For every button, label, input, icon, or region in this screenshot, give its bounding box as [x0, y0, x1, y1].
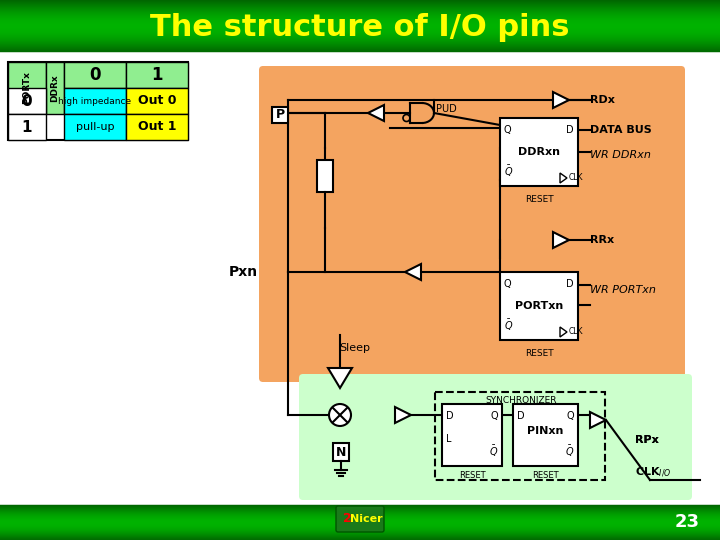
- Polygon shape: [590, 412, 606, 428]
- Text: 0: 0: [89, 66, 101, 84]
- Polygon shape: [368, 105, 384, 121]
- Text: 1: 1: [151, 66, 163, 84]
- Bar: [126, 88, 188, 114]
- Bar: [8, 62, 46, 114]
- FancyBboxPatch shape: [259, 66, 685, 382]
- Text: RESET: RESET: [532, 471, 559, 480]
- Text: PUD: PUD: [436, 104, 456, 114]
- Polygon shape: [328, 368, 352, 388]
- Text: RRx: RRx: [590, 235, 614, 245]
- Bar: [64, 88, 126, 114]
- Text: Q: Q: [490, 411, 498, 421]
- Text: Out 0: Out 0: [138, 94, 176, 107]
- Text: Sleep: Sleep: [340, 343, 371, 353]
- Text: D: D: [517, 411, 525, 421]
- Text: 23: 23: [675, 513, 700, 531]
- Text: DDRx: DDRx: [50, 74, 60, 102]
- Text: D: D: [567, 125, 574, 135]
- Text: RPx: RPx: [635, 435, 659, 445]
- Polygon shape: [405, 264, 421, 280]
- Text: $\bar{Q}$: $\bar{Q}$: [489, 444, 498, 459]
- FancyBboxPatch shape: [299, 374, 692, 500]
- Text: RESET: RESET: [525, 195, 553, 204]
- Text: Out 1: Out 1: [138, 120, 176, 133]
- Text: 0: 0: [22, 93, 32, 109]
- Bar: [8, 88, 46, 114]
- Text: 1: 1: [22, 119, 32, 134]
- Text: Pxn: Pxn: [229, 265, 258, 279]
- Bar: [64, 62, 126, 88]
- Text: pull-up: pull-up: [76, 122, 114, 132]
- Text: $\bar{Q}$: $\bar{Q}$: [564, 444, 574, 459]
- Bar: [126, 62, 188, 88]
- Polygon shape: [553, 92, 569, 108]
- Bar: [513, 404, 578, 466]
- Bar: [8, 114, 46, 140]
- Text: 2: 2: [343, 512, 352, 525]
- Bar: [8, 62, 188, 140]
- Bar: [46, 62, 64, 114]
- Text: P: P: [276, 109, 284, 122]
- FancyBboxPatch shape: [336, 506, 384, 532]
- Bar: [0, 52, 720, 505]
- Polygon shape: [553, 232, 569, 248]
- Text: L: L: [446, 434, 451, 444]
- Text: RESET: RESET: [459, 471, 485, 480]
- Text: PORTx: PORTx: [22, 72, 32, 104]
- Text: PORTxn: PORTxn: [515, 301, 563, 311]
- Text: The structure of I/O pins: The structure of I/O pins: [150, 12, 570, 42]
- Text: D: D: [446, 411, 454, 421]
- Text: SYNCHRONIZER: SYNCHRONIZER: [485, 396, 557, 405]
- Text: WR DDRxn: WR DDRxn: [590, 150, 651, 160]
- Text: Q: Q: [504, 279, 512, 289]
- Text: DATA BUS: DATA BUS: [590, 125, 652, 135]
- Text: $\bar{Q}$: $\bar{Q}$: [504, 164, 513, 179]
- Text: DDRxn: DDRxn: [518, 147, 560, 157]
- Text: $\bar{Q}$: $\bar{Q}$: [504, 318, 513, 333]
- Bar: [317, 160, 333, 192]
- Text: Q: Q: [567, 411, 574, 421]
- Text: WR PORTxn: WR PORTxn: [590, 285, 656, 295]
- Text: N: N: [336, 446, 346, 458]
- Bar: [333, 443, 349, 461]
- Text: PINxn: PINxn: [527, 426, 564, 436]
- Text: RESET: RESET: [525, 349, 553, 358]
- Text: CLK: CLK: [569, 173, 583, 183]
- Text: RDx: RDx: [590, 95, 615, 105]
- Bar: [500, 118, 578, 186]
- Text: high impedance: high impedance: [58, 97, 132, 105]
- Bar: [442, 404, 502, 466]
- Text: Q: Q: [504, 125, 512, 135]
- Text: CLK$_{I/O}$: CLK$_{I/O}$: [635, 466, 672, 480]
- Bar: [500, 272, 578, 340]
- Bar: [126, 114, 188, 140]
- Text: CLK: CLK: [569, 327, 583, 336]
- Text: D: D: [567, 279, 574, 289]
- Bar: [435, 392, 605, 480]
- Text: Nicer: Nicer: [350, 514, 382, 524]
- Circle shape: [329, 404, 351, 426]
- Text: RPx: RPx: [635, 435, 659, 445]
- Polygon shape: [395, 407, 411, 423]
- Bar: [272, 107, 288, 123]
- Bar: [64, 114, 126, 140]
